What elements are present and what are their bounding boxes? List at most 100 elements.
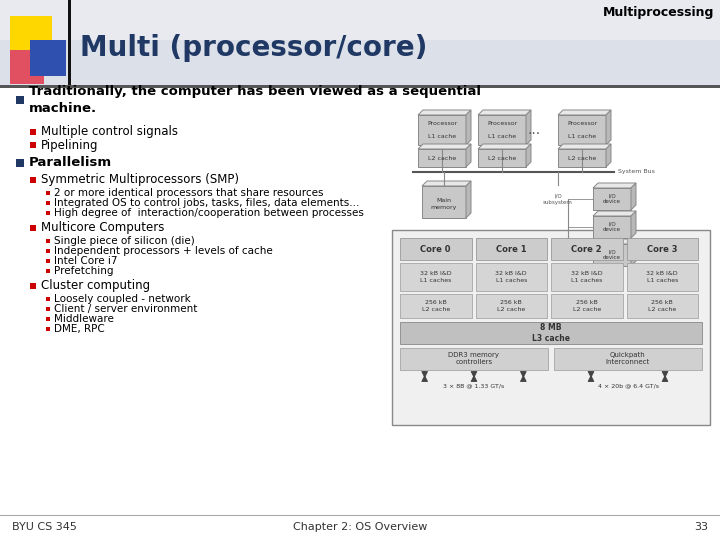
Bar bbox=[46, 249, 50, 253]
Text: 32 kB I&D
L1 caches: 32 kB I&D L1 caches bbox=[571, 272, 603, 282]
Text: Core 0: Core 0 bbox=[420, 245, 451, 253]
Bar bbox=[593, 244, 631, 266]
Text: BYU CS 345: BYU CS 345 bbox=[12, 522, 77, 532]
Polygon shape bbox=[466, 144, 471, 167]
Bar bbox=[46, 297, 50, 301]
Bar bbox=[30, 129, 36, 135]
Text: L2 cache: L2 cache bbox=[488, 156, 516, 160]
Text: 256 kB
L2 cache: 256 kB L2 cache bbox=[648, 300, 676, 312]
Text: DME, RPC: DME, RPC bbox=[54, 324, 104, 334]
Text: Processor: Processor bbox=[487, 121, 517, 126]
Text: L1 cache: L1 cache bbox=[488, 134, 516, 139]
Text: System Bus: System Bus bbox=[618, 168, 655, 173]
Text: 256 kB
L2 cache: 256 kB L2 cache bbox=[572, 300, 601, 312]
Bar bbox=[551, 263, 623, 291]
Bar bbox=[30, 142, 36, 148]
Bar bbox=[400, 348, 548, 370]
Bar bbox=[551, 238, 623, 260]
Text: I/O
device: I/O device bbox=[603, 249, 621, 260]
Polygon shape bbox=[631, 239, 636, 266]
Text: 32 kB I&D
L1 caches: 32 kB I&D L1 caches bbox=[647, 272, 678, 282]
Bar bbox=[422, 186, 466, 218]
Polygon shape bbox=[558, 110, 611, 115]
Bar bbox=[30, 225, 36, 231]
Bar bbox=[46, 259, 50, 263]
Text: Intel Core i7: Intel Core i7 bbox=[54, 256, 117, 266]
Text: Processor: Processor bbox=[427, 121, 457, 126]
Text: 2 or more identical processors that share resources: 2 or more identical processors that shar… bbox=[54, 188, 323, 198]
Bar bbox=[10, 50, 44, 84]
Bar bbox=[593, 216, 631, 238]
Text: Symmetric Multiprocessors (SMP): Symmetric Multiprocessors (SMP) bbox=[41, 173, 239, 186]
Text: Multicore Computers: Multicore Computers bbox=[41, 221, 164, 234]
Text: Prefetching: Prefetching bbox=[54, 266, 114, 276]
Polygon shape bbox=[418, 110, 471, 115]
Bar bbox=[46, 317, 50, 321]
Polygon shape bbox=[631, 211, 636, 238]
Text: Single piece of silicon (die): Single piece of silicon (die) bbox=[54, 236, 194, 246]
Text: 33: 33 bbox=[694, 522, 708, 532]
Bar bbox=[558, 115, 606, 145]
Bar bbox=[46, 307, 50, 311]
Bar bbox=[68, 0, 71, 87]
Bar bbox=[593, 188, 631, 210]
Text: 256 kB
L2 cache: 256 kB L2 cache bbox=[497, 300, 526, 312]
Text: ...: ... bbox=[528, 123, 541, 137]
Bar bbox=[478, 115, 526, 145]
Text: Core 3: Core 3 bbox=[647, 245, 678, 253]
Bar bbox=[475, 238, 547, 260]
Bar bbox=[46, 239, 50, 243]
Bar bbox=[478, 149, 526, 167]
Text: Independent processors + levels of cache: Independent processors + levels of cache bbox=[54, 246, 273, 256]
Text: Processor: Processor bbox=[567, 121, 597, 126]
Bar bbox=[46, 201, 50, 205]
Bar bbox=[30, 40, 66, 76]
Bar bbox=[30, 177, 36, 183]
Polygon shape bbox=[606, 144, 611, 167]
Text: L2 cache: L2 cache bbox=[428, 156, 456, 160]
Polygon shape bbox=[631, 183, 636, 210]
Bar bbox=[400, 238, 472, 260]
Bar bbox=[46, 327, 50, 331]
Bar bbox=[10, 16, 52, 58]
Bar bbox=[400, 263, 472, 291]
Text: Pipelining: Pipelining bbox=[41, 138, 99, 152]
Bar bbox=[626, 238, 698, 260]
Text: Integrated OS to control jobs, tasks, files, data elements...: Integrated OS to control jobs, tasks, fi… bbox=[54, 198, 359, 208]
Text: Multi (processor/core): Multi (processor/core) bbox=[80, 34, 428, 62]
Polygon shape bbox=[422, 181, 471, 186]
Text: I/O
subsystem: I/O subsystem bbox=[543, 194, 573, 205]
Text: 3 × 8B @ 1.33 GT/s: 3 × 8B @ 1.33 GT/s bbox=[444, 383, 505, 388]
Bar bbox=[16, 96, 24, 104]
Text: 32 kB I&D
L1 caches: 32 kB I&D L1 caches bbox=[495, 272, 527, 282]
Text: L1 cache: L1 cache bbox=[568, 134, 596, 139]
Polygon shape bbox=[593, 183, 636, 188]
Text: Chapter 2: OS Overview: Chapter 2: OS Overview bbox=[293, 522, 427, 532]
Polygon shape bbox=[558, 144, 611, 149]
Text: Traditionally, the computer has been viewed as a sequential
machine.: Traditionally, the computer has been vie… bbox=[29, 85, 481, 115]
Bar bbox=[626, 263, 698, 291]
Bar bbox=[626, 294, 698, 318]
Text: 8 MB
L3 cache: 8 MB L3 cache bbox=[532, 323, 570, 343]
Bar bbox=[475, 294, 547, 318]
Bar bbox=[0, 0, 720, 40]
Bar bbox=[16, 159, 24, 167]
Bar bbox=[418, 149, 466, 167]
Polygon shape bbox=[526, 144, 531, 167]
Text: Cluster computing: Cluster computing bbox=[41, 280, 150, 293]
Polygon shape bbox=[418, 144, 471, 149]
Bar bbox=[30, 283, 36, 289]
Text: High degree of  interaction/cooperation between processes: High degree of interaction/cooperation b… bbox=[54, 208, 364, 218]
Text: I/O
device: I/O device bbox=[603, 221, 621, 232]
Bar bbox=[0, 0, 720, 85]
Text: Parallelism: Parallelism bbox=[29, 157, 112, 170]
Bar bbox=[558, 149, 606, 167]
Text: Multiprocessing: Multiprocessing bbox=[603, 6, 714, 19]
Bar bbox=[551, 294, 623, 318]
Bar bbox=[46, 191, 50, 195]
Text: Quickpath
Interconnect: Quickpath Interconnect bbox=[606, 353, 650, 366]
Text: L2 cache: L2 cache bbox=[568, 156, 596, 160]
Bar bbox=[46, 269, 50, 273]
Text: 4 × 20b @ 6.4 GT/s: 4 × 20b @ 6.4 GT/s bbox=[598, 383, 659, 388]
Bar bbox=[400, 294, 472, 318]
